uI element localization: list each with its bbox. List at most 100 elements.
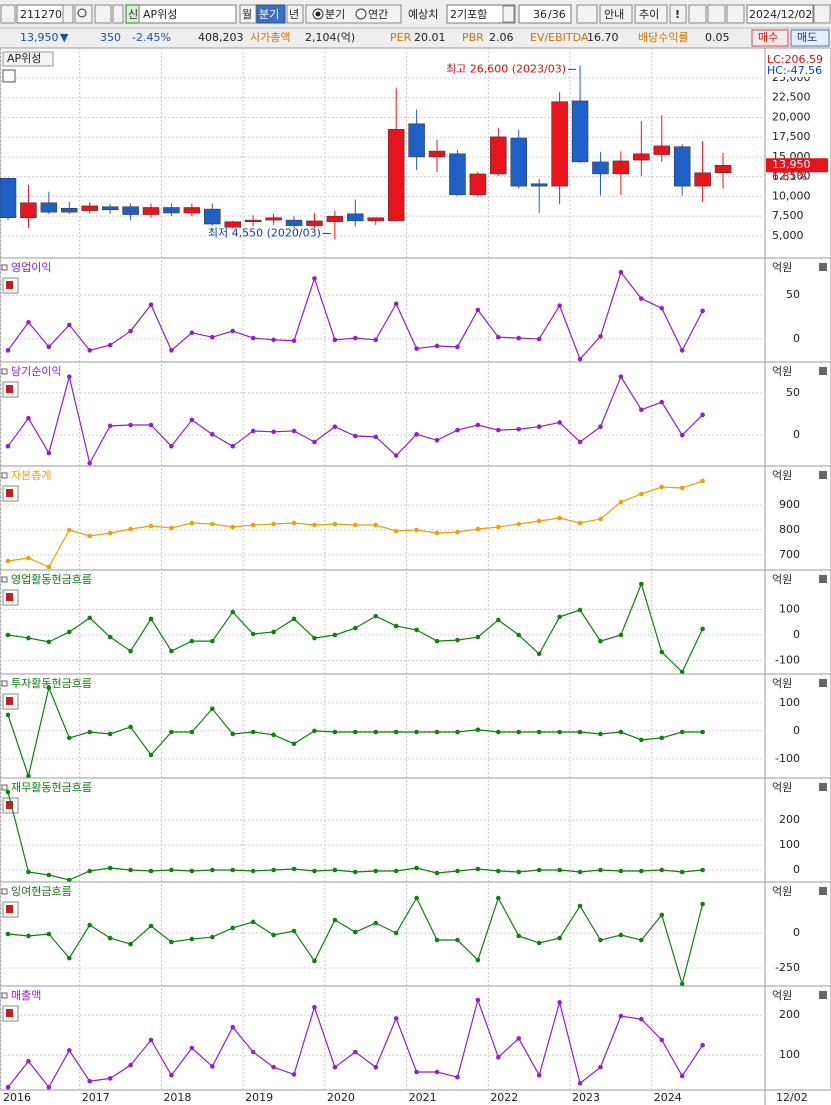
icon-btn[interactable] — [688, 4, 707, 24]
data-point — [373, 613, 379, 619]
data-point — [577, 439, 583, 445]
y-tick-label: 50 — [786, 288, 800, 301]
panel-icon — [1, 888, 8, 895]
data-point — [128, 1062, 133, 1068]
data-point — [557, 515, 562, 521]
data-point — [210, 432, 215, 437]
data-point — [291, 928, 297, 934]
dropdown[interactable] — [502, 5, 515, 23]
lc-label: LC:206.59 — [767, 53, 823, 66]
metric-label: PER — [390, 31, 412, 44]
data-point — [393, 453, 399, 458]
data-point — [618, 632, 624, 638]
calendar-btn[interactable] — [813, 4, 831, 24]
candle-body — [490, 136, 507, 175]
data-point — [189, 936, 195, 942]
buy-btn[interactable] — [751, 29, 789, 47]
unit-label: 억원 — [772, 469, 792, 482]
data-point — [414, 527, 419, 533]
data-point — [373, 868, 379, 874]
y-tick-label: 100 — [779, 603, 800, 616]
data-point — [26, 773, 31, 779]
candle-body — [592, 161, 609, 175]
code-dropdown[interactable] — [62, 4, 74, 24]
data-point — [659, 867, 665, 873]
data-point — [393, 1016, 399, 1021]
data-point — [107, 342, 113, 348]
period-btn[interactable] — [239, 4, 257, 24]
data-point — [618, 868, 624, 874]
data-point — [66, 374, 72, 380]
data-point — [577, 607, 583, 613]
data-point — [5, 1084, 11, 1090]
date-box[interactable] — [746, 4, 814, 24]
data-point — [66, 877, 72, 883]
candle-body — [387, 129, 405, 222]
candle-body — [449, 153, 466, 196]
data-point — [128, 422, 133, 428]
menu-icon[interactable] — [0, 4, 16, 24]
data-point — [107, 530, 113, 536]
close-icon — [819, 887, 827, 895]
data-point — [169, 648, 174, 654]
data-point — [46, 639, 52, 645]
data-point — [598, 937, 603, 943]
data-point — [475, 957, 481, 963]
stock-name: AP위성 — [143, 8, 177, 21]
data-point — [230, 609, 236, 615]
panel-title: 자본총계 — [11, 469, 51, 482]
data-point — [455, 344, 460, 350]
data-point — [291, 616, 297, 622]
sell-btn[interactable] — [790, 29, 830, 47]
data-point — [353, 1049, 358, 1055]
candle-body — [20, 202, 37, 218]
period-btn[interactable] — [256, 4, 286, 24]
estimate-option: 2기포함 — [450, 8, 487, 21]
data-point — [516, 335, 522, 341]
data-point — [679, 348, 685, 353]
data-point — [659, 1037, 665, 1043]
data-point — [455, 529, 460, 535]
y-tick-label: 0 — [793, 724, 800, 737]
sound-btn[interactable] — [94, 4, 112, 24]
estimate-label: 예상치 — [408, 8, 438, 21]
data-point — [26, 555, 31, 561]
data-point — [700, 729, 705, 735]
period-btn[interactable] — [286, 4, 304, 24]
data-point — [5, 443, 11, 449]
data-point — [250, 919, 256, 925]
data-point — [291, 1072, 297, 1077]
volume: 408,203 — [198, 31, 244, 44]
radio[interactable] — [355, 8, 367, 20]
search-btn[interactable] — [74, 4, 93, 24]
date-label: 12/02 — [776, 1091, 808, 1104]
trend-btn[interactable] — [634, 4, 668, 24]
save-btn[interactable] — [707, 4, 726, 24]
close-icon — [819, 991, 827, 999]
y-tick-label: 0 — [793, 628, 800, 641]
data-point — [475, 307, 481, 313]
data-point — [598, 334, 603, 339]
data-point — [189, 729, 195, 735]
data-point — [455, 729, 460, 735]
guide-btn[interactable] — [599, 4, 633, 24]
data-point — [557, 614, 562, 620]
estimate-select[interactable] — [446, 4, 516, 24]
price-tag: 13,950 — [772, 158, 811, 171]
data-point — [373, 337, 379, 343]
data-point — [312, 276, 317, 281]
alert-btn[interactable] — [669, 4, 687, 24]
data-point — [128, 867, 133, 873]
data-point — [87, 460, 93, 466]
small-btn[interactable] — [112, 4, 124, 24]
panel-icon — [1, 992, 8, 999]
data-point — [5, 712, 11, 718]
zoom-btn[interactable] — [576, 4, 598, 24]
data-point — [46, 931, 52, 937]
data-point — [230, 731, 236, 737]
metric-value: 16.70 — [587, 31, 619, 44]
panel-btn-icon — [6, 905, 13, 913]
settings-btn[interactable] — [726, 4, 745, 24]
candle-body — [265, 217, 282, 221]
candle-body — [428, 150, 446, 158]
